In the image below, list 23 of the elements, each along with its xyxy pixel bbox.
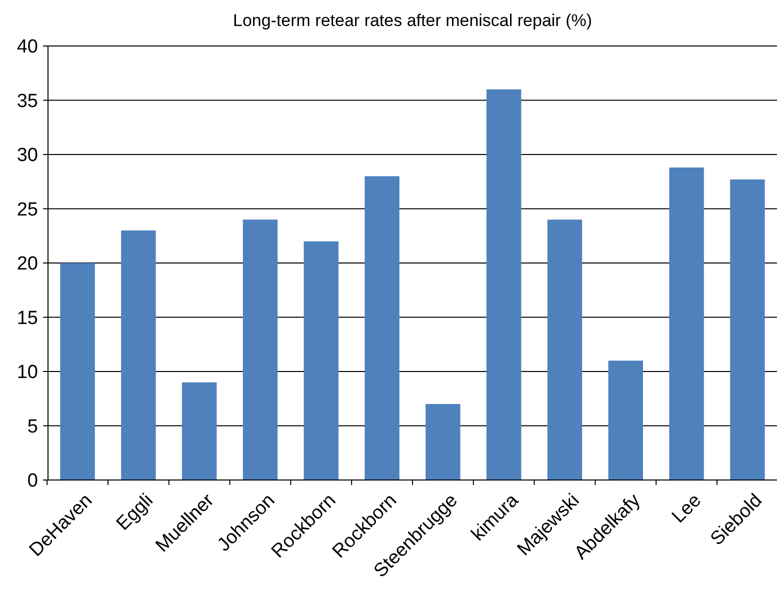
y-tick-label: 30 — [16, 145, 38, 166]
chart-title: Long-term retear rates after meniscal repair (%) — [232, 11, 592, 30]
bar — [121, 230, 156, 480]
y-tick-label: 25 — [16, 199, 38, 220]
bar — [364, 176, 400, 480]
y-tick-label: 40 — [16, 36, 38, 58]
bar — [426, 404, 460, 480]
bar — [608, 360, 644, 480]
bar — [60, 263, 95, 480]
bar — [182, 382, 217, 480]
bar — [486, 89, 522, 480]
bar — [547, 220, 582, 480]
bar — [730, 179, 765, 480]
bar — [242, 220, 278, 480]
y-tick-label: 5 — [27, 416, 38, 438]
x-tick-label: Lee — [668, 490, 706, 528]
bar — [304, 241, 339, 480]
y-tick-label: 10 — [16, 362, 38, 384]
y-tick-label: 35 — [16, 90, 38, 112]
y-tick-label: 20 — [16, 254, 38, 275]
y-tick-label: 15 — [16, 308, 38, 329]
bar — [669, 168, 704, 480]
y-tick-label: 0 — [27, 470, 38, 492]
